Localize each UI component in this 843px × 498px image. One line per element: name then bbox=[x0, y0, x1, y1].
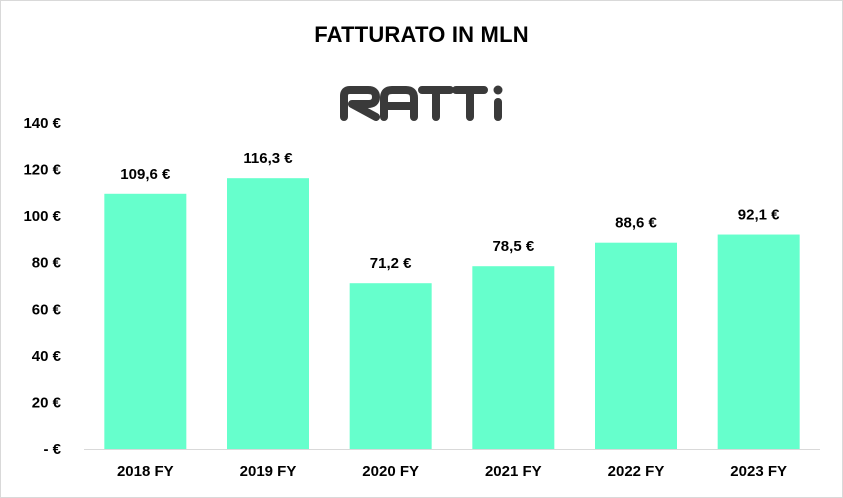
y-tick-label: 100 € bbox=[23, 208, 61, 225]
data-label: 71,2 € bbox=[370, 255, 412, 272]
data-label: 78,5 € bbox=[492, 238, 534, 255]
x-category-label: 2018 FY bbox=[117, 463, 174, 480]
bar bbox=[104, 193, 187, 449]
data-label: 109,6 € bbox=[120, 166, 171, 183]
data-label: 92,1 € bbox=[738, 207, 780, 224]
bar bbox=[472, 266, 555, 449]
bar bbox=[717, 234, 800, 449]
x-category-label: 2019 FY bbox=[240, 463, 297, 480]
chart-title: FATTURATO IN MLN bbox=[314, 22, 529, 47]
ratti-logo-graphic bbox=[340, 85, 503, 121]
x-category-label: 2022 FY bbox=[608, 463, 665, 480]
ratti-logo bbox=[338, 84, 506, 127]
bar bbox=[349, 283, 432, 449]
x-category-label: 2020 FY bbox=[362, 463, 419, 480]
x-category-label: 2021 FY bbox=[485, 463, 542, 480]
y-tick-label: 140 € bbox=[23, 115, 61, 132]
y-tick-label: 20 € bbox=[32, 394, 62, 411]
data-label: 88,6 € bbox=[615, 215, 657, 232]
y-tick-label: 80 € bbox=[32, 255, 62, 272]
data-label: 116,3 € bbox=[243, 150, 293, 167]
y-tick-label: 40 € bbox=[32, 348, 62, 365]
x-category-label: 2023 FY bbox=[730, 463, 787, 480]
bar bbox=[227, 178, 309, 450]
y-tick-label: 60 € bbox=[32, 301, 62, 318]
y-tick-label: 120 € bbox=[23, 162, 61, 179]
bar bbox=[595, 242, 677, 449]
y-tick-label: - € bbox=[43, 441, 61, 458]
